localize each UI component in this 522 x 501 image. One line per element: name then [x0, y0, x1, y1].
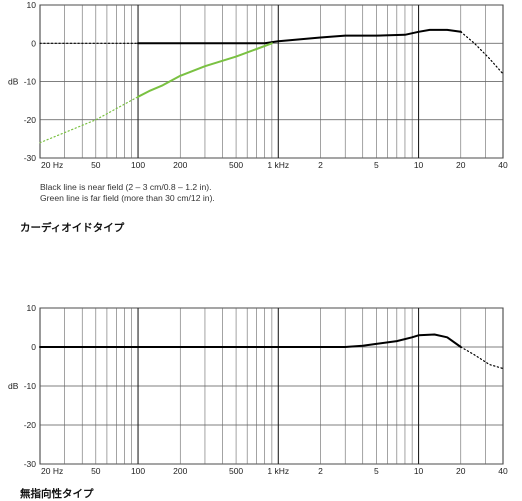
x-tick-label: 1 kHz — [267, 466, 289, 476]
y-tick-label: -10 — [24, 381, 37, 391]
x-tick-label: 10 — [414, 466, 424, 476]
x-tick-label: 40 — [498, 160, 508, 170]
x-tick-label: 20 Hz — [41, 160, 63, 170]
y-axis-label: dB — [8, 77, 19, 87]
y-axis-label: dB — [8, 381, 19, 391]
x-tick-label: 500 — [229, 466, 243, 476]
x-tick-label: 200 — [173, 160, 187, 170]
near-field-note: Black line is near field (2 – 3 cm/0.8 –… — [40, 182, 212, 192]
x-tick-label: 50 — [91, 466, 101, 476]
y-tick-label: 10 — [27, 0, 37, 10]
series-1-line — [137, 42, 273, 98]
y-tick-label: 10 — [27, 304, 37, 313]
x-tick-label: 100 — [131, 466, 145, 476]
x-tick-label: 50 — [91, 160, 101, 170]
y-tick-label: -20 — [24, 115, 37, 125]
x-tick-label: 5 — [374, 466, 379, 476]
x-tick-label: 20 Hz — [41, 466, 63, 476]
far-field-note: Green line is far field (more than 30 cm… — [40, 193, 215, 203]
x-tick-label: 100 — [131, 160, 145, 170]
x-tick-label: 20 — [456, 466, 466, 476]
x-tick-label: 10 — [414, 160, 424, 170]
series-1-low-extension — [39, 96, 139, 144]
series-0-line — [137, 28, 462, 45]
series-0-line — [39, 333, 462, 348]
x-tick-label: 5 — [374, 160, 379, 170]
cardioid-type-heading: カーディオイドタイプ — [20, 222, 125, 234]
y-tick-label: -20 — [24, 420, 37, 430]
x-tick-label: 2 — [318, 160, 323, 170]
y-tick-label: 0 — [31, 38, 36, 48]
chart-note: Black line is near field (2 – 3 cm/0.8 –… — [40, 182, 215, 204]
x-tick-label: 500 — [229, 160, 243, 170]
x-tick-label: 1 kHz — [267, 160, 289, 170]
series-0-high-extension — [460, 346, 504, 370]
y-tick-label: -10 — [24, 77, 37, 87]
y-tick-label: -30 — [24, 459, 37, 469]
x-tick-label: 200 — [173, 466, 187, 476]
x-tick-label: 40 — [498, 466, 508, 476]
series-0-high-extension — [460, 31, 504, 75]
y-tick-label: 0 — [31, 342, 36, 352]
x-tick-label: 20 — [456, 160, 466, 170]
x-tick-label: 2 — [318, 466, 323, 476]
omnidirectional-type-heading: 無指向性タイプ — [20, 488, 94, 500]
y-tick-label: -30 — [24, 153, 37, 163]
